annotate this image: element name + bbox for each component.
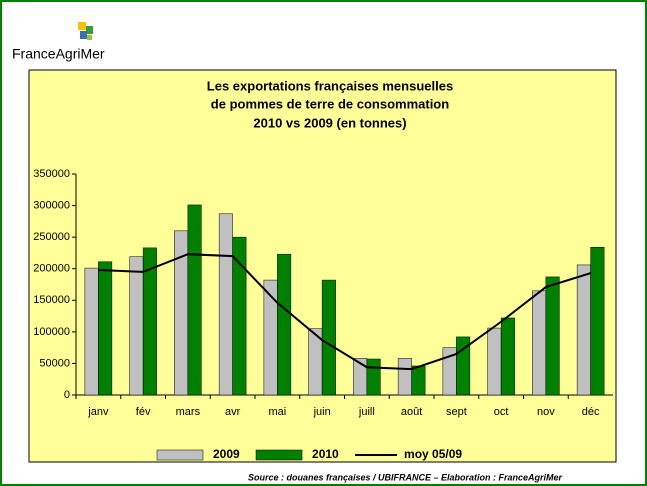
y-tick-label: 200000 [33,263,70,275]
plot-frame [28,69,617,463]
bar [263,279,278,396]
x-tick-label: oct [494,406,509,418]
bar [397,358,412,396]
y-tick-label: 0 [64,389,70,401]
y-tick-label: 350000 [33,168,70,180]
x-tick-label: déc [582,406,600,418]
x-tick-label: mai [269,406,287,418]
bar [142,247,157,396]
bar [500,317,515,396]
x-tick-label: août [401,406,422,418]
x-tick-label: sept [446,406,467,418]
y-tick-label: 250000 [33,231,70,243]
chart-title: de pommes de terre de consommation [211,96,449,111]
bar [232,236,247,396]
logo-icon [78,22,93,40]
chart-title: Les exportations françaises mensuelles [207,78,453,93]
legend-label: 2010 [312,447,339,461]
y-tick-label: 300000 [33,199,70,211]
x-tick-label: juill [358,406,375,418]
x-tick-label: avr [225,406,241,418]
bar [590,246,605,396]
x-tick-label: janv [87,406,109,418]
x-tick-label: mars [176,406,201,418]
bar [545,276,560,396]
y-tick-label: 150000 [33,294,70,306]
bar [576,264,591,396]
legend-swatch [255,449,303,461]
bar [84,267,99,396]
logo-text: FranceAgriMer [12,46,105,62]
bar [321,279,336,396]
bar [366,358,381,396]
legend-swatch [156,449,204,461]
x-tick-label: nov [537,406,555,418]
bar [98,261,113,396]
bar [532,290,547,396]
x-tick-label: juin [313,406,331,418]
y-tick-label: 100000 [33,326,70,338]
source-note: Source : douanes françaises / UBIFRANCE … [248,472,563,482]
bar [487,327,502,396]
bar [187,204,202,396]
line [98,253,591,371]
bar [411,365,426,396]
bar [218,213,233,396]
bar [129,256,144,396]
bar [277,253,292,396]
legend-label: 2009 [213,447,240,461]
x-tick-label: fév [136,406,151,418]
chart-title: 2010 vs 2009 (en tonnes) [253,115,406,130]
y-tick-label: 50000 [39,357,70,369]
legend-label: moy 05/09 [404,447,462,461]
